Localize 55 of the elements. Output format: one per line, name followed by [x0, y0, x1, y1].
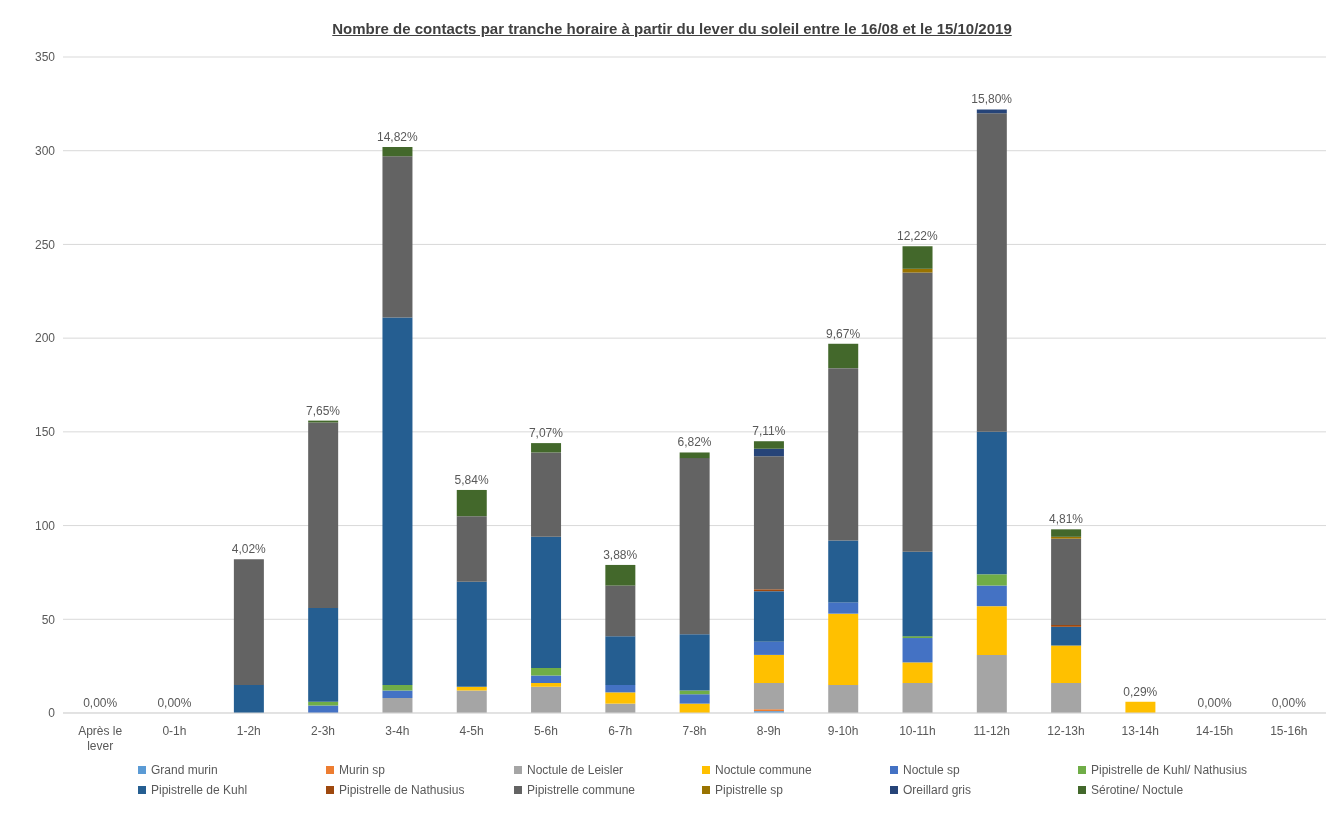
x-tick-label: 6-7h [608, 724, 633, 738]
annotation: 4,81% [1048, 512, 1084, 527]
y-tick-label: 0 [48, 706, 56, 721]
y-tick-label: 150 [34, 425, 56, 440]
annotation: 7,11% [752, 424, 786, 439]
annotation: 14,82% [376, 129, 418, 144]
legend-label: Sérotine/ Noctule [1091, 783, 1184, 797]
legend-label: Noctule commune [715, 763, 812, 777]
annotation: 6,82% [677, 435, 712, 450]
x-tick-label: Après le lever [78, 724, 123, 753]
y-tick-label: 250 [34, 237, 56, 252]
y-tick-label: 100 [34, 518, 56, 533]
annotation: 7,65% [306, 403, 341, 418]
x-tick-label: 3-4h [385, 724, 410, 738]
y-tick-label: 300 [34, 143, 56, 158]
legend-label: Grand murin [151, 763, 218, 777]
legend-label: Pipistrelle de Kuhl [151, 783, 248, 797]
x-tick-label: 9-10h [827, 724, 859, 738]
x-tick-label: 7-8h [682, 724, 707, 738]
x-tick-label: 15-16h [1270, 724, 1308, 738]
chart-title: Nombre de contacts par tranche horaire à partir du lever du soleil entre le 16/08 et le 15/10/2019 [331, 19, 1013, 37]
legend-label: Pipistrelle de Nathusius [339, 783, 465, 797]
x-tick-label: 12-13h [1047, 724, 1085, 738]
x-tick-label: 14-15h [1195, 724, 1234, 738]
x-tick-label: 11-12h [973, 724, 1010, 738]
x-tick-label: 10-11h [899, 724, 936, 738]
legend-label: Noctule de Leisler [527, 763, 624, 777]
annotation: 0,00% [1197, 696, 1232, 710]
x-tick-label: 4-5h [459, 724, 484, 738]
legend-label: Noctule sp [903, 763, 960, 777]
annotation: 0,00% [1271, 696, 1307, 710]
x-tick-label: 0-1h [162, 724, 187, 738]
legend-label: Pipistrelle commune [527, 783, 636, 797]
y-tick-label: 200 [34, 331, 56, 346]
legend-label: Pipistrelle de Kuhl/ Nathusius [1091, 763, 1248, 777]
annotation: 15,80% [971, 92, 1013, 107]
x-tick-label: 5-6h [533, 724, 558, 738]
annotation: 5,84% [454, 472, 489, 487]
y-tick-label: 50 [41, 612, 56, 627]
legend-label: Murin sp [339, 763, 386, 777]
annotation: 12,22% [897, 229, 939, 244]
annotation: 7,07% [528, 426, 564, 441]
legend-label: Pipistrelle sp [715, 783, 784, 797]
legend-label: Oreillard gris [903, 783, 972, 797]
annotation: 0,00% [83, 696, 118, 710]
x-tick-label: 8-9h [756, 724, 781, 738]
x-tick-label: 13-14h [1121, 724, 1159, 738]
annotation: 0,00% [157, 696, 192, 710]
annotation: 3,88% [603, 547, 638, 562]
x-tick-label: 1-2h [236, 724, 261, 738]
annotation: 4,02% [231, 542, 267, 557]
annotation: 9,67% [826, 326, 861, 341]
y-tick-label: 350 [34, 50, 56, 65]
x-tick-label: 2-3h [311, 724, 336, 738]
annotation: 0,29% [1123, 684, 1158, 699]
